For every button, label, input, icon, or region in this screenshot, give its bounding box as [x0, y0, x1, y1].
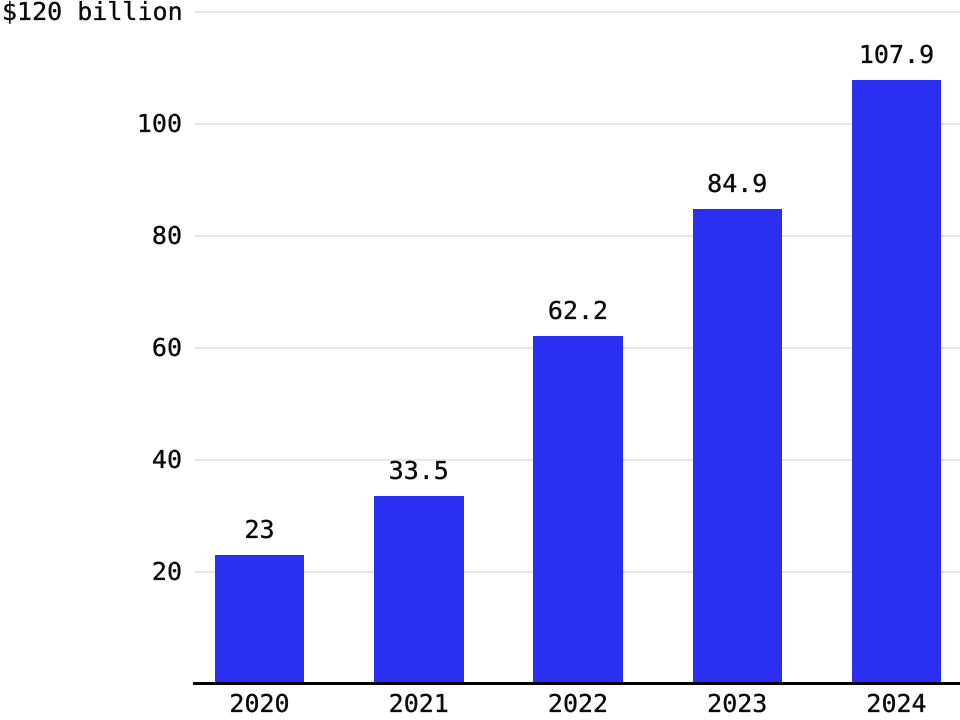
gridline: [195, 123, 960, 125]
bar: [533, 335, 623, 684]
y-tick-label: 60: [151, 333, 182, 362]
x-axis-line: [193, 682, 960, 685]
x-tick-label: 2023: [707, 689, 768, 718]
y-tick-label: 20: [151, 557, 182, 586]
bar-value-label: 23: [244, 515, 275, 545]
x-tick-label: 2021: [388, 689, 449, 718]
bar: [692, 208, 782, 684]
gridline: [195, 11, 960, 13]
bar: [851, 79, 942, 684]
y-tick-label: 40: [151, 445, 182, 474]
bar: [374, 496, 464, 684]
y-tick-label: 80: [151, 221, 182, 250]
y-tick-label: 100: [136, 109, 183, 138]
bar: [214, 555, 305, 684]
gridline: [195, 235, 960, 237]
x-tick-label: 2022: [547, 689, 609, 718]
bar-value-label: 62.2: [547, 295, 609, 325]
x-tick-label: 2024: [866, 689, 927, 718]
bar-value-label: 84.9: [707, 168, 768, 198]
x-tick-label: 2020: [229, 689, 290, 718]
bar-value-label: 107.9: [858, 39, 935, 69]
bar-value-label: 33.5: [388, 456, 449, 486]
chart-title: $120 billion: [2, 0, 183, 26]
